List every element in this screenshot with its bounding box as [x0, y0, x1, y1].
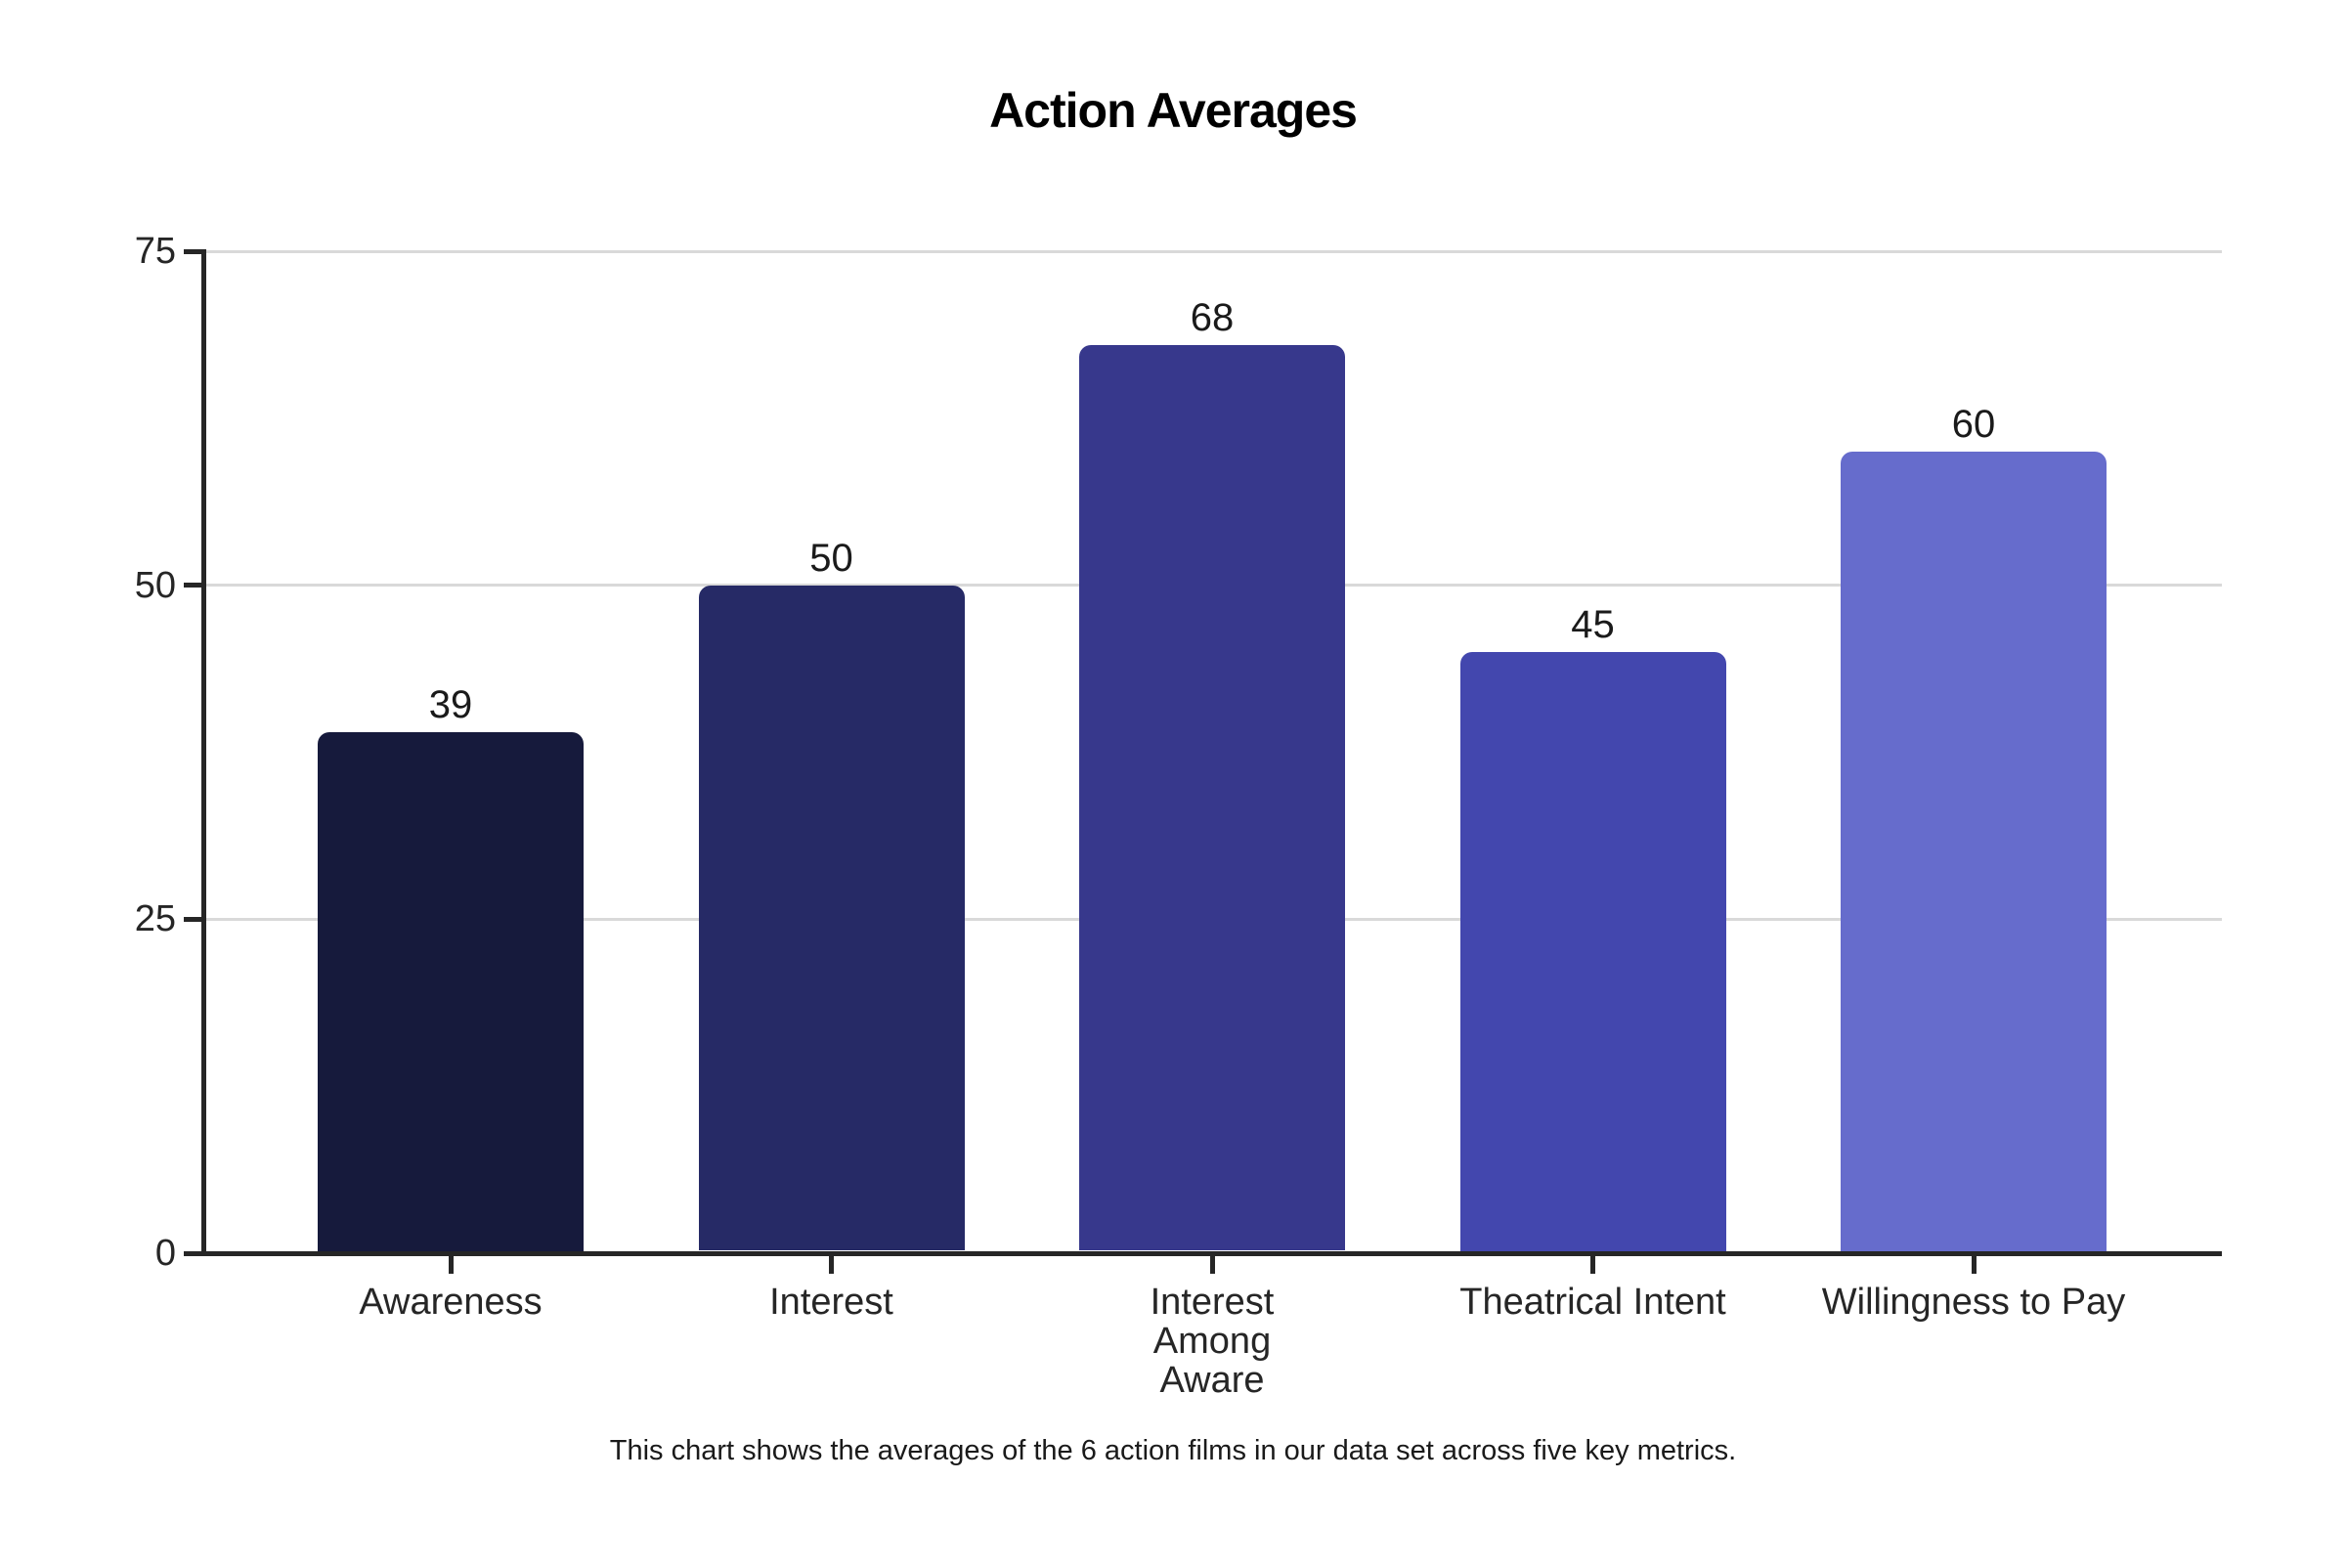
x-axis-label-willingness-to-pay: Willingness to Pay: [1778, 1283, 2169, 1322]
value-label-interest: 50: [809, 536, 853, 580]
bar-interest: [698, 585, 965, 1251]
x-axis-label-line: Willingness to Pay: [1821, 1282, 2126, 1323]
bar-theatrical-intent: [1459, 652, 1726, 1251]
x-axis-label-line: Awareness: [359, 1282, 543, 1323]
value-label-awareness: 39: [428, 683, 473, 726]
x-axis-label-line: Theatrical Intent: [1459, 1282, 1726, 1323]
x-axis-line: [201, 1250, 2222, 1256]
bar-interest-among-aware: [1079, 344, 1345, 1251]
x-axis-tick-interest: [829, 1255, 834, 1274]
y-axis-tick-50: [184, 583, 201, 588]
x-axis-tick-theatrical-intent: [1590, 1255, 1595, 1274]
bar-awareness: [318, 732, 584, 1251]
x-axis-label-line: Aware: [1159, 1360, 1265, 1401]
chart-caption: This chart shows the averages of the 6 a…: [609, 1435, 1737, 1466]
bar-willingness-to-pay: [1841, 452, 2107, 1251]
chart-title: Action Averages: [989, 83, 1358, 138]
x-axis-label-line: Interest: [1150, 1282, 1275, 1323]
value-label-willingness-to-pay: 60: [1951, 403, 1996, 446]
y-axis-tick-0: [184, 1250, 201, 1256]
y-axis-tick-75: [184, 248, 201, 254]
value-label-theatrical-intent: 45: [1571, 603, 1615, 646]
x-axis-label-interest: Interest: [636, 1283, 1027, 1322]
gridline-75: [201, 249, 2222, 253]
x-axis-label-awareness: Awareness: [255, 1283, 646, 1322]
y-axis-tick-label-0: 0: [154, 1233, 176, 1274]
y-axis-tick-25: [184, 916, 201, 922]
x-axis-tick-interest-among-aware: [1209, 1255, 1215, 1274]
y-axis-tick-label-50: 50: [134, 564, 176, 606]
x-axis-label-interest-among-aware: Interest Among Aware: [1017, 1283, 1408, 1400]
y-axis-tick-label-75: 75: [134, 231, 176, 272]
x-axis-label-theatrical-intent: Theatrical Intent: [1398, 1283, 1789, 1322]
x-axis-label-line: Interest: [769, 1282, 893, 1323]
y-axis-line: [201, 248, 206, 1256]
value-label-interest-among-aware: 68: [1190, 295, 1235, 339]
x-axis-tick-awareness: [448, 1255, 454, 1274]
x-axis-tick-willingness-to-pay: [1971, 1255, 1977, 1274]
x-axis-label-line: Among: [1152, 1321, 1272, 1362]
y-axis-tick-label-25: 25: [134, 898, 176, 940]
